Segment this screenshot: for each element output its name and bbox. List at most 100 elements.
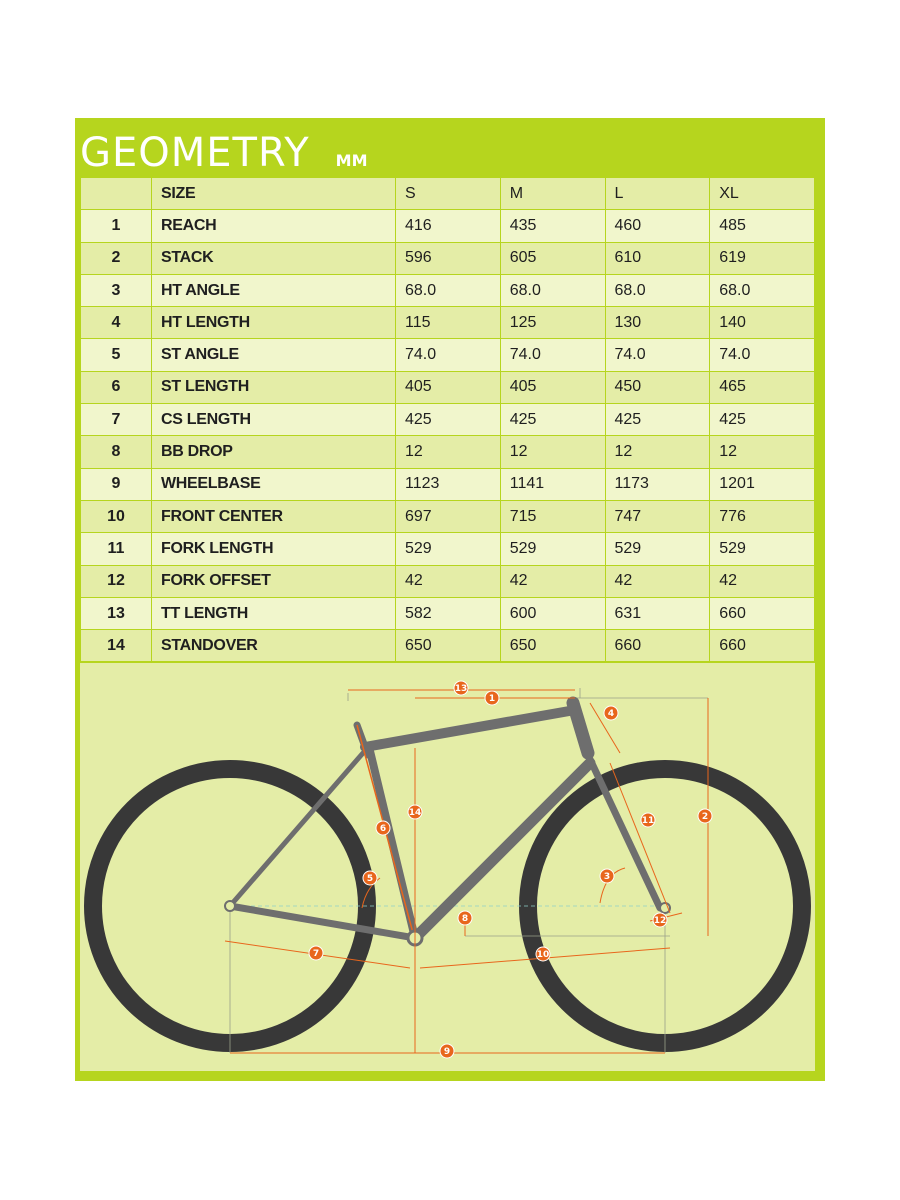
title-text: GEOMETRY <box>80 130 310 176</box>
row-value-cell: 130 <box>604 306 711 340</box>
row-value-cell: 596 <box>395 241 501 275</box>
dimension-marker-label: 4 <box>608 709 614 719</box>
dimension-marker-label: 3 <box>604 872 610 882</box>
row-value-cell: 68.0 <box>395 273 501 308</box>
dimension-lines <box>224 689 709 1054</box>
row-value-cell: 425 <box>395 403 501 437</box>
dimension-marker-label: 7 <box>313 949 319 959</box>
row-value-cell: 697 <box>395 499 501 534</box>
row-name-cell: HT LENGTH <box>151 306 396 340</box>
row-value-cell: 68.0 <box>499 273 606 308</box>
row-index-cell: 3 <box>80 273 152 308</box>
row-index-cell: 10 <box>80 499 152 534</box>
table-row: 5 ST ANGLE 74.0 74.0 74.0 74.0 <box>80 338 815 372</box>
row-value-cell: 660 <box>709 596 815 631</box>
dimension-marker-label: 11 <box>642 816 655 826</box>
row-value-cell: 74.0 <box>499 338 606 372</box>
row-value-cell: 12 <box>499 435 606 469</box>
row-value-cell: 74.0 <box>395 338 501 372</box>
row-value-cell: 529 <box>395 532 501 566</box>
row-value-cell: 405 <box>395 370 501 405</box>
table-row: 9 WHEELBASE 1123 1141 1173 1201 <box>80 467 815 501</box>
row-value-cell: 1173 <box>604 467 711 501</box>
table-row: 13 TT LENGTH 582 600 631 660 <box>80 596 815 631</box>
row-index-cell: 8 <box>80 435 152 469</box>
unit-label: MM <box>335 151 368 170</box>
row-value-cell: 582 <box>395 596 501 631</box>
row-index-cell: 4 <box>80 306 152 340</box>
row-name-cell: CS LENGTH <box>151 403 396 437</box>
row-name-cell: FORK OFFSET <box>151 564 396 598</box>
table-row: 7 CS LENGTH 425 425 425 425 <box>80 403 815 437</box>
row-index-cell: 2 <box>80 241 152 275</box>
dimension-marker-8: 8 <box>457 910 473 926</box>
row-index-cell: 1 <box>80 209 152 243</box>
dimension-marker-label: 2 <box>702 812 708 822</box>
row-name-cell: REACH <box>151 209 396 243</box>
geometry-table: SIZE S M L XL 1 REACH 416 435 460 485 2 STACK 59… <box>80 176 815 663</box>
row-value-cell: 1201 <box>709 467 815 501</box>
row-value-cell: 776 <box>709 499 815 534</box>
dimension-marker-label: 6 <box>380 824 386 834</box>
row-name-cell: ST LENGTH <box>151 370 396 405</box>
row-value-cell: 650 <box>395 629 501 663</box>
row-index-cell: 11 <box>80 532 152 566</box>
dimension-marker-12: 12 <box>652 912 668 928</box>
row-value-cell: 68.0 <box>709 273 815 308</box>
row-value-cell: 460 <box>604 209 711 243</box>
row-value-cell: 42 <box>604 564 711 598</box>
row-value-cell: 485 <box>709 209 815 243</box>
row-value-cell: 435 <box>499 209 606 243</box>
table-row: 10 FRONT CENTER 697 715 747 776 <box>80 499 815 534</box>
table-header-row: SIZE S M L XL <box>80 176 815 211</box>
row-index-cell: 14 <box>80 629 152 663</box>
page-title: GEOMETRY MM <box>80 120 367 176</box>
row-value-cell: 115 <box>395 306 501 340</box>
bike-geometry-diagram: 1 2 3 4 5 6 7 8 9 10 11 12 13 14 <box>80 663 815 1071</box>
table-row: 3 HT ANGLE 68.0 68.0 68.0 68.0 <box>80 273 815 308</box>
row-value-cell: 529 <box>499 532 606 566</box>
row-name-cell: BB DROP <box>151 435 396 469</box>
row-value-cell: 600 <box>499 596 606 631</box>
row-value-cell: 12 <box>395 435 501 469</box>
reference-lines <box>229 688 708 1053</box>
row-value-cell: 405 <box>499 370 606 405</box>
row-value-cell: 140 <box>709 306 815 340</box>
row-value-cell: 450 <box>604 370 711 405</box>
dimension-marker-label: 13 <box>455 684 468 694</box>
dimension-marker-label: 10 <box>537 950 550 960</box>
row-value-cell: 529 <box>709 532 815 566</box>
header-size-m: M <box>499 176 606 211</box>
row-value-cell: 42 <box>395 564 501 598</box>
header-size-s: S <box>395 176 501 211</box>
row-value-cell: 125 <box>499 306 606 340</box>
dimension-marker-3: 3 <box>599 868 615 884</box>
dimension-marker-2: 2 <box>697 808 713 824</box>
dimension-marker-label: 12 <box>654 916 667 926</box>
dimension-marker-5: 5 <box>362 870 378 886</box>
dimension-marker-6: 6 <box>375 820 391 836</box>
header-index-cell <box>80 176 152 211</box>
row-name-cell: FRONT CENTER <box>151 499 396 534</box>
row-index-cell: 6 <box>80 370 152 405</box>
row-value-cell: 715 <box>499 499 606 534</box>
row-value-cell: 425 <box>709 403 815 437</box>
row-index-cell: 12 <box>80 564 152 598</box>
row-name-cell: TT LENGTH <box>151 596 396 631</box>
row-index-cell: 5 <box>80 338 152 372</box>
dimension-marker-label: 5 <box>367 874 373 884</box>
row-value-cell: 747 <box>604 499 711 534</box>
row-value-cell: 465 <box>709 370 815 405</box>
rear-dropout <box>224 900 236 912</box>
header-size-xl: XL <box>709 176 815 211</box>
table-row: 1 REACH 416 435 460 485 <box>80 209 815 243</box>
table-row: 6 ST LENGTH 405 405 450 465 <box>80 370 815 405</box>
dimension-marker-11: 11 <box>640 812 656 828</box>
dimension-marker-14: 14 <box>407 804 423 820</box>
table-row: 12 FORK OFFSET 42 42 42 42 <box>80 564 815 598</box>
row-value-cell: 12 <box>709 435 815 469</box>
table-row: 14 STANDOVER 650 650 660 660 <box>80 629 815 663</box>
row-value-cell: 425 <box>604 403 711 437</box>
row-value-cell: 12 <box>604 435 711 469</box>
